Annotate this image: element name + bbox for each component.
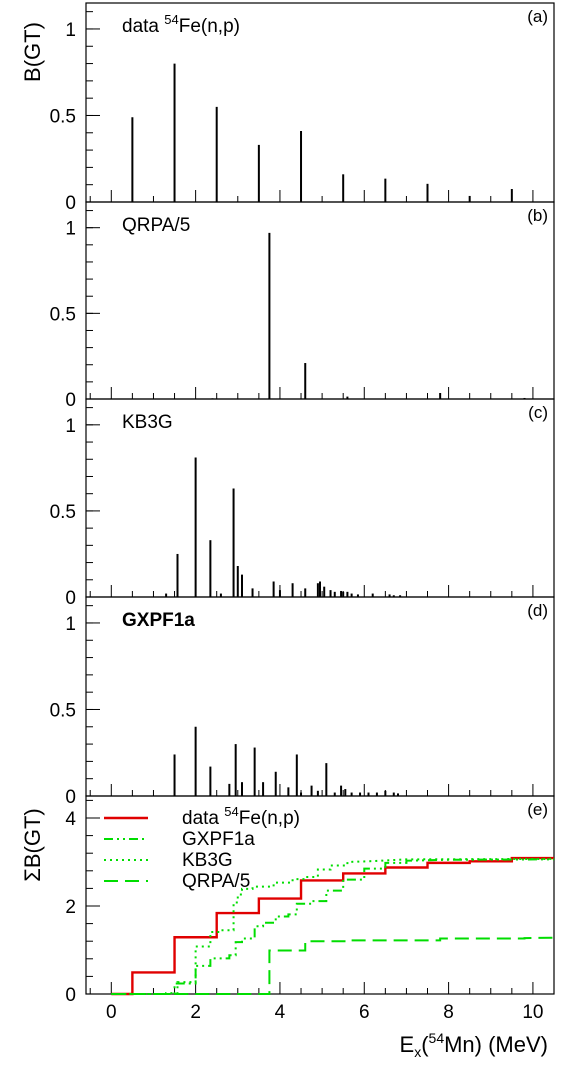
- x-axis-label-sup: 54: [429, 1030, 445, 1046]
- panel-d-letter: (d): [527, 601, 548, 620]
- y-axis-label-top-text: B(GT): [20, 22, 45, 82]
- panel-e-legend-label: data 54Fe(n,p): [182, 804, 300, 829]
- panel-c: 0 0.5 1 (c) KB3G: [50, 398, 555, 609]
- panel-e-xtick-label: 2: [190, 1002, 201, 1023]
- panel-e-legend-label-sup: 54: [224, 804, 238, 819]
- x-axis-label-sub: x: [414, 1044, 421, 1060]
- y-axis-label-bottom-text: ΣB(GT): [20, 808, 45, 881]
- x-axis-label: Ex(54Mn) (MeV): [400, 1030, 548, 1060]
- panel-a-letter: (a): [527, 7, 548, 26]
- x-axis-label-mid2: Mn) (MeV): [444, 1032, 548, 1057]
- panel-c-ytick-label: 1: [65, 416, 76, 437]
- panel-e-legend-label-post: Fe(n,p): [239, 808, 300, 829]
- panel-a-ytick-label: 0: [65, 193, 76, 214]
- panel-e-xtick-label: 6: [359, 1002, 370, 1023]
- y-axis-label-top: B(GT): [20, 22, 45, 82]
- panel-e-ytick-label: 2: [65, 897, 76, 918]
- panel-b-ytick-label: 0: [65, 390, 76, 411]
- panel-c-ytick-label: 0: [65, 588, 76, 609]
- x-axis-label-prefix: E: [400, 1032, 415, 1057]
- panel-e-legend-label-pre: data: [182, 808, 224, 829]
- panel-b-title: QRPA/5: [122, 215, 190, 236]
- panel-a: 0 0.5 1 (a) data 54Fe(n,p): [50, 2, 555, 214]
- panel-a-title-sup: 54: [164, 12, 178, 27]
- panel-e-legend-label: KB3G: [182, 850, 233, 871]
- panel-e-frame: [85, 795, 555, 995]
- panel-e-letter: (e): [527, 800, 548, 819]
- panel-e-xtick-label: 4: [275, 1002, 286, 1023]
- panel-d: 0 0.5 1 (d) GXPF1a: [50, 596, 555, 808]
- panel-e-xtick-label: 0: [106, 1002, 117, 1023]
- panel-e-series-gxpf1a: [111, 858, 555, 995]
- panel-d-ytick-label: 0: [65, 787, 76, 808]
- panel-c-ytick-label: 0.5: [50, 502, 76, 523]
- panel-e-series-data-54fe-n-p-: [111, 856, 554, 996]
- panel-a-title-pre: data: [122, 16, 164, 37]
- panel-d-ytick-label: 1: [65, 614, 76, 635]
- panel-e-ytick-label: 4: [65, 809, 76, 830]
- panel-e-series-kb3g: [111, 857, 555, 995]
- panel-e-xtick-label: 10: [522, 1002, 543, 1023]
- panel-b: 0 0.5 1 (b) QRPA/5: [50, 201, 555, 411]
- panel-e-legend-label: GXPF1a: [182, 829, 255, 850]
- panel-a-ytick-label: 0.5: [50, 106, 76, 127]
- panel-e: 0 2 4 (e) 0 2 4 6 8 10 data 54Fe(n,p)GXPF1aKB3GQRP…: [65, 795, 555, 1023]
- panel-e-series-qrpa-5: [111, 936, 555, 995]
- panel-e-ytick-label: 0: [65, 985, 76, 1006]
- panel-b-ytick-label: 1: [65, 219, 76, 240]
- panel-c-letter: (c): [528, 403, 548, 422]
- panel-a-title: data 54Fe(n,p): [122, 12, 240, 37]
- y-axis-label-bottom: ΣB(GT): [20, 808, 45, 881]
- panel-e-xtick-label: 8: [443, 1002, 454, 1023]
- panel-b-ytick-label: 0.5: [50, 304, 76, 325]
- panel-b-letter: (b): [527, 206, 548, 225]
- x-axis-label-mid1: (: [421, 1032, 429, 1057]
- panel-e-legend-label: QRPA/5: [182, 871, 250, 892]
- panel-a-ytick-label: 1: [65, 20, 76, 41]
- panel-d-ytick-label: 0.5: [50, 700, 76, 721]
- panel-d-title: GXPF1a: [122, 610, 195, 631]
- panel-c-title: KB3G: [122, 412, 173, 433]
- panel-a-title-post: Fe(n,p): [179, 16, 240, 37]
